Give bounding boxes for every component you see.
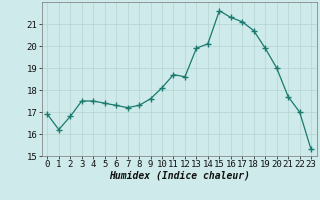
X-axis label: Humidex (Indice chaleur): Humidex (Indice chaleur) (109, 171, 250, 181)
